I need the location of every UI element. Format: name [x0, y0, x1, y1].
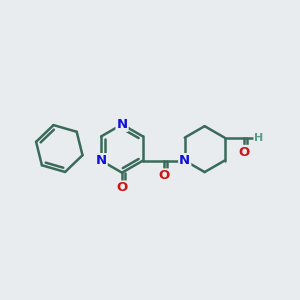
Text: N: N	[116, 118, 128, 131]
Text: O: O	[158, 169, 170, 182]
Text: N: N	[96, 154, 107, 167]
Text: O: O	[116, 182, 128, 194]
Text: O: O	[238, 146, 249, 159]
Text: N: N	[179, 154, 190, 167]
Text: H: H	[254, 133, 264, 142]
